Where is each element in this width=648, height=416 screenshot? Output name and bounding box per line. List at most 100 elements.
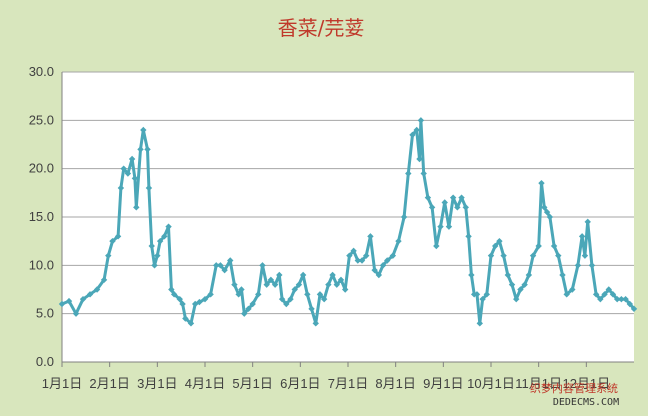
data-point	[417, 117, 425, 124]
data-point	[255, 291, 262, 298]
data-point	[543, 208, 551, 216]
data-point	[458, 194, 465, 201]
data-point	[350, 247, 357, 255]
data-point	[278, 295, 286, 303]
data-point	[235, 291, 242, 298]
data-point	[245, 305, 252, 313]
data-point	[65, 297, 73, 305]
data-point	[320, 295, 328, 303]
data-point	[276, 271, 283, 279]
x-tick-label: 9月1日	[423, 376, 463, 391]
data-point	[468, 271, 475, 279]
data-point	[400, 213, 408, 221]
x-tick-label: 5月1日	[232, 376, 272, 391]
data-point	[384, 257, 391, 264]
data-point	[131, 175, 139, 182]
data-point	[100, 276, 108, 284]
data-point	[308, 305, 315, 313]
x-tick-label: 12月1日	[562, 376, 610, 391]
data-point	[179, 300, 186, 308]
chart-title: 香菜/芫荽	[278, 16, 365, 40]
data-point	[93, 286, 101, 293]
data-point	[437, 223, 444, 230]
data-point	[550, 242, 558, 250]
data-point	[622, 295, 629, 303]
x-tick-label: 1月1日	[42, 376, 82, 391]
data-point	[483, 291, 490, 298]
data-point	[363, 252, 370, 259]
x-tick-label: 11月1日	[515, 376, 562, 391]
data-point	[379, 262, 387, 269]
data-point	[267, 276, 275, 284]
data-point	[151, 262, 158, 269]
data-point	[538, 179, 545, 187]
data-point	[144, 146, 151, 153]
data-point	[597, 295, 604, 303]
data-point	[207, 291, 214, 298]
x-tick-label: 4月1日	[185, 376, 225, 391]
data-point	[588, 262, 596, 269]
x-tick-label: 6月1日	[280, 376, 320, 391]
data-point	[128, 155, 136, 163]
data-point	[120, 165, 127, 172]
x-tick-label: 8月1日	[375, 376, 415, 391]
data-point	[592, 291, 600, 298]
data-point	[525, 271, 533, 279]
data-point	[445, 223, 453, 230]
data-point	[454, 204, 461, 211]
data-point	[395, 237, 402, 245]
data-point	[581, 252, 589, 259]
data-point	[154, 252, 161, 259]
data-point	[329, 271, 336, 279]
y-tick-label: 0.0	[36, 354, 54, 369]
data-point	[58, 300, 66, 308]
data-point	[521, 281, 528, 288]
data-point	[541, 204, 548, 211]
data-point	[196, 298, 203, 306]
data-point	[299, 271, 307, 279]
x-tick-labels: 1月1日 2月1日 3月1日 4月1日 5月1日 6月1日 7月1日 8月1日 9月1日 10月1…	[42, 362, 610, 391]
data-point	[295, 281, 303, 288]
data-point	[72, 310, 80, 317]
data-point	[105, 252, 112, 259]
x-tick-label: 3月1日	[137, 376, 177, 391]
data-point	[462, 204, 469, 211]
data-point	[165, 223, 172, 230]
data-point	[465, 233, 472, 240]
data-point	[346, 252, 353, 259]
data-point	[508, 281, 516, 288]
y-tick-label: 10.0	[29, 257, 54, 272]
data-point	[221, 266, 228, 274]
data-point	[473, 291, 481, 298]
data-point	[409, 131, 416, 139]
data-point	[529, 252, 537, 259]
data-point	[86, 291, 94, 298]
data-point	[287, 295, 294, 303]
data-point	[420, 170, 427, 177]
data-point	[213, 262, 220, 269]
y-tick-label: 25.0	[29, 112, 54, 127]
data-point	[231, 281, 238, 288]
data-point	[358, 257, 366, 264]
data-point	[479, 295, 486, 303]
data-point	[238, 286, 245, 293]
data-point	[618, 295, 625, 303]
data-point	[630, 305, 638, 313]
y-tick-label: 5.0	[36, 306, 54, 321]
data-point	[291, 286, 298, 293]
data-point	[569, 286, 576, 293]
data-point	[312, 320, 319, 327]
data-point	[517, 286, 524, 293]
data-point	[333, 281, 340, 288]
data-point	[79, 295, 87, 303]
data-point	[555, 252, 562, 259]
data-point	[170, 291, 178, 298]
data-point	[476, 320, 483, 327]
data-point	[337, 276, 345, 284]
data-point	[513, 295, 520, 303]
data-point	[354, 257, 362, 264]
data-point	[117, 184, 125, 192]
data-point	[156, 237, 164, 245]
watermark-text: 织梦内容管理系统	[530, 381, 618, 395]
data-point	[626, 300, 633, 308]
